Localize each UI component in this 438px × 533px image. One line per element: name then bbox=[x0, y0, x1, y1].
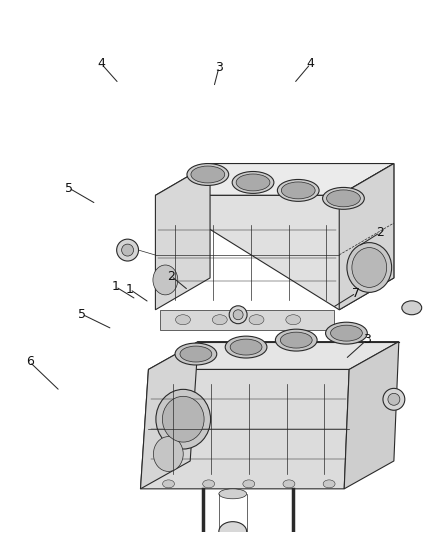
Ellipse shape bbox=[225, 336, 267, 358]
Text: 2: 2 bbox=[376, 226, 384, 239]
Text: 1: 1 bbox=[112, 280, 119, 293]
Polygon shape bbox=[339, 164, 394, 310]
Polygon shape bbox=[141, 369, 349, 489]
Ellipse shape bbox=[243, 480, 255, 488]
Ellipse shape bbox=[325, 322, 367, 344]
Polygon shape bbox=[141, 342, 198, 489]
Ellipse shape bbox=[117, 239, 138, 261]
Ellipse shape bbox=[219, 522, 247, 533]
Ellipse shape bbox=[283, 480, 295, 488]
Ellipse shape bbox=[347, 243, 392, 293]
Ellipse shape bbox=[323, 188, 364, 209]
Text: 4: 4 bbox=[98, 58, 106, 70]
Polygon shape bbox=[160, 310, 334, 330]
Ellipse shape bbox=[191, 166, 225, 183]
Polygon shape bbox=[155, 164, 210, 310]
Ellipse shape bbox=[352, 248, 387, 287]
Ellipse shape bbox=[232, 172, 274, 193]
Ellipse shape bbox=[180, 346, 212, 362]
Polygon shape bbox=[148, 342, 399, 369]
Ellipse shape bbox=[156, 389, 211, 449]
Ellipse shape bbox=[230, 339, 262, 355]
Ellipse shape bbox=[277, 180, 319, 201]
Ellipse shape bbox=[286, 315, 301, 325]
Polygon shape bbox=[155, 164, 394, 310]
Ellipse shape bbox=[388, 393, 400, 405]
Ellipse shape bbox=[229, 306, 247, 324]
Text: 4: 4 bbox=[307, 58, 314, 70]
Ellipse shape bbox=[175, 343, 217, 365]
Text: 5: 5 bbox=[78, 308, 86, 321]
Ellipse shape bbox=[276, 329, 317, 351]
Ellipse shape bbox=[162, 480, 174, 488]
Ellipse shape bbox=[233, 310, 243, 320]
Ellipse shape bbox=[331, 325, 362, 341]
Ellipse shape bbox=[402, 301, 422, 315]
Ellipse shape bbox=[187, 164, 229, 185]
Text: 6: 6 bbox=[26, 356, 34, 368]
Ellipse shape bbox=[153, 265, 178, 295]
Polygon shape bbox=[344, 342, 399, 489]
Text: 5: 5 bbox=[65, 182, 73, 195]
Ellipse shape bbox=[153, 437, 183, 471]
Ellipse shape bbox=[236, 174, 270, 191]
Polygon shape bbox=[155, 164, 394, 196]
Text: 7: 7 bbox=[352, 287, 360, 300]
Ellipse shape bbox=[280, 332, 312, 348]
Ellipse shape bbox=[323, 480, 335, 488]
Text: 3: 3 bbox=[363, 333, 371, 346]
Text: 2: 2 bbox=[167, 270, 175, 282]
Ellipse shape bbox=[383, 389, 405, 410]
Ellipse shape bbox=[219, 489, 247, 499]
Text: 1: 1 bbox=[126, 283, 134, 296]
Ellipse shape bbox=[122, 244, 134, 256]
Ellipse shape bbox=[249, 315, 264, 325]
Ellipse shape bbox=[176, 315, 191, 325]
Ellipse shape bbox=[203, 480, 215, 488]
Ellipse shape bbox=[212, 315, 227, 325]
Ellipse shape bbox=[327, 190, 360, 207]
Ellipse shape bbox=[162, 397, 204, 442]
Ellipse shape bbox=[281, 182, 315, 199]
Text: 3: 3 bbox=[215, 61, 223, 74]
